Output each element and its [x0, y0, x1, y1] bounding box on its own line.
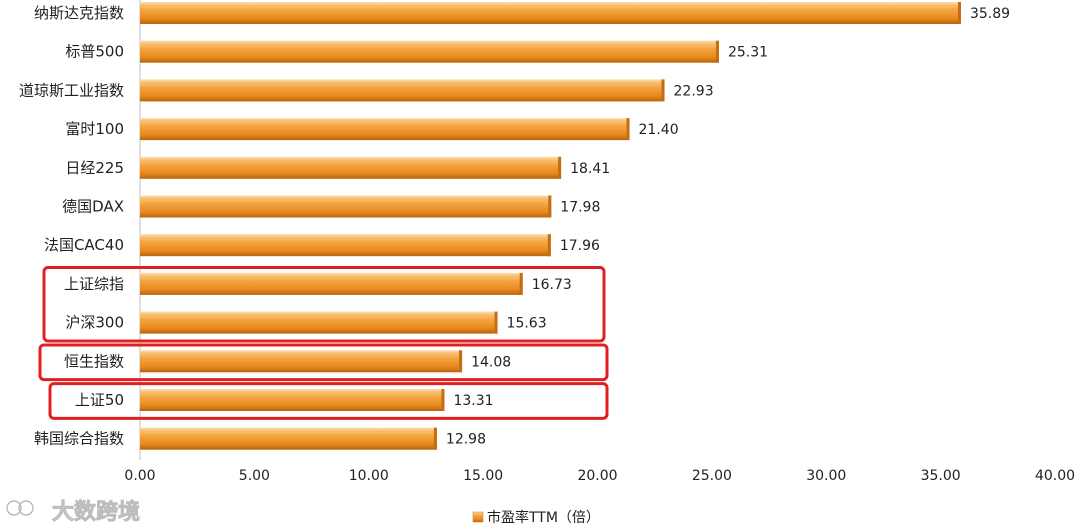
bar-end-cap: [548, 195, 552, 218]
bar-highlight: [140, 311, 498, 316]
category-label: 上证综指: [64, 275, 124, 293]
bar-highlight: [140, 2, 961, 6]
value-label: 21.40: [639, 122, 679, 138]
bar-highlight: [140, 79, 665, 84]
bar: [140, 2, 961, 24]
value-label: 25.31: [728, 45, 768, 61]
x-tick-label: 40.00: [1035, 468, 1075, 484]
bar-end-cap: [441, 389, 445, 411]
bar-row: 德国DAX 17.98: [62, 195, 600, 218]
x-tick-label: 5.00: [239, 468, 270, 484]
value-label: 14.08: [471, 354, 511, 370]
highlight-boxes: [38, 266, 609, 420]
bar-row: 上证50 13.31: [75, 389, 494, 411]
bar: [140, 350, 463, 373]
bar: [140, 156, 562, 179]
category-label: 纳斯达克指数: [34, 4, 124, 22]
bar-end-cap: [494, 311, 498, 334]
category-label: 日经225: [65, 159, 124, 177]
x-tick-label: 10.00: [349, 468, 389, 484]
category-label: 标普500: [65, 43, 124, 61]
bar-end-cap: [715, 40, 719, 63]
bar: [140, 118, 630, 141]
bar: [140, 389, 445, 411]
bar-highlight: [140, 427, 437, 432]
bar-row: 韩国综合指数 12.98: [34, 427, 486, 450]
bar-highlight: [140, 389, 445, 393]
bar-row: 法国CAC40 17.96: [44, 234, 600, 257]
bar-highlight: [140, 118, 630, 123]
category-label: 富时100: [65, 120, 124, 138]
legend: 市盈率TTM（倍）: [472, 509, 600, 526]
bar-row: 道琼斯工业指数 22.93: [19, 79, 714, 102]
bar: [140, 272, 523, 295]
highlight-box: [38, 343, 609, 382]
bar-row: 富时100 21.40: [65, 118, 679, 141]
bar-row: 上证综指 16.73: [64, 272, 572, 295]
bar-end-cap: [957, 2, 961, 24]
legend-label: 市盈率TTM（倍）: [487, 509, 600, 526]
bars-layer: 纳斯达克指数 35.89 标普500 25.31 道琼斯工业指数 22.93 富时100 21…: [19, 0, 1010, 461]
value-label: 35.89: [970, 6, 1010, 22]
x-tick-label: 15.00: [463, 468, 503, 484]
highlight-box: [42, 266, 606, 343]
category-label: 沪深300: [65, 314, 124, 332]
value-label: 15.63: [507, 316, 547, 332]
bar: [140, 234, 551, 257]
bar-end-cap: [661, 79, 665, 102]
bar: [140, 427, 437, 450]
watermark-icon: [6, 500, 22, 516]
value-label: 22.93: [674, 83, 714, 99]
watermark-logo: 大数跨境: [6, 499, 140, 525]
value-label: 18.41: [570, 161, 610, 177]
bar-highlight: [140, 195, 552, 200]
bar-end-cap: [626, 118, 630, 141]
value-label: 16.73: [532, 277, 572, 293]
category-label: 德国DAX: [62, 198, 124, 216]
bar-highlight: [140, 234, 551, 239]
bar-end-cap: [459, 350, 463, 373]
category-label: 韩国综合指数: [34, 430, 124, 448]
bar-highlight: [140, 40, 719, 45]
value-label: 17.96: [560, 238, 600, 254]
bar-end-cap: [433, 427, 437, 450]
bar-highlight: [140, 350, 463, 355]
bar-row: 日经225 18.41: [65, 156, 610, 179]
value-label: 17.98: [560, 200, 600, 216]
category-label: 法国CAC40: [44, 236, 124, 254]
x-tick-label: 0.00: [124, 468, 155, 484]
value-label: 13.31: [453, 393, 493, 409]
bar: [140, 195, 552, 218]
bar: [140, 40, 719, 63]
x-tick-label: 20.00: [577, 468, 617, 484]
bar-row: 恒生指数 14.08: [64, 350, 511, 373]
bar-end-cap: [519, 272, 523, 295]
bar-row: 纳斯达克指数 35.89: [34, 2, 1010, 24]
category-label: 上证50: [75, 391, 124, 409]
watermark-text: 大数跨境: [52, 499, 140, 525]
highlight-box: [48, 382, 609, 420]
x-tick-label: 35.00: [921, 468, 961, 484]
bar: [140, 311, 498, 334]
x-tick-label: 25.00: [692, 468, 732, 484]
bar-highlight: [140, 156, 562, 161]
legend-swatch: [472, 511, 484, 523]
category-label: 道琼斯工业指数: [19, 81, 124, 99]
x-tick-label: 30.00: [806, 468, 846, 484]
category-label: 恒生指数: [64, 352, 124, 370]
bar-end-cap: [558, 156, 562, 179]
bar-row: 沪深300 15.63: [65, 311, 547, 334]
value-label: 12.98: [446, 432, 486, 448]
bar-row: 标普500 25.31: [65, 40, 768, 63]
bar-highlight: [140, 272, 523, 277]
bar: [140, 79, 665, 102]
bar-end-cap: [547, 234, 551, 257]
x-axis: 0.00 5.00 10.00 15.00 20.00 25.00 30.00 35.00 40…: [124, 468, 1075, 484]
